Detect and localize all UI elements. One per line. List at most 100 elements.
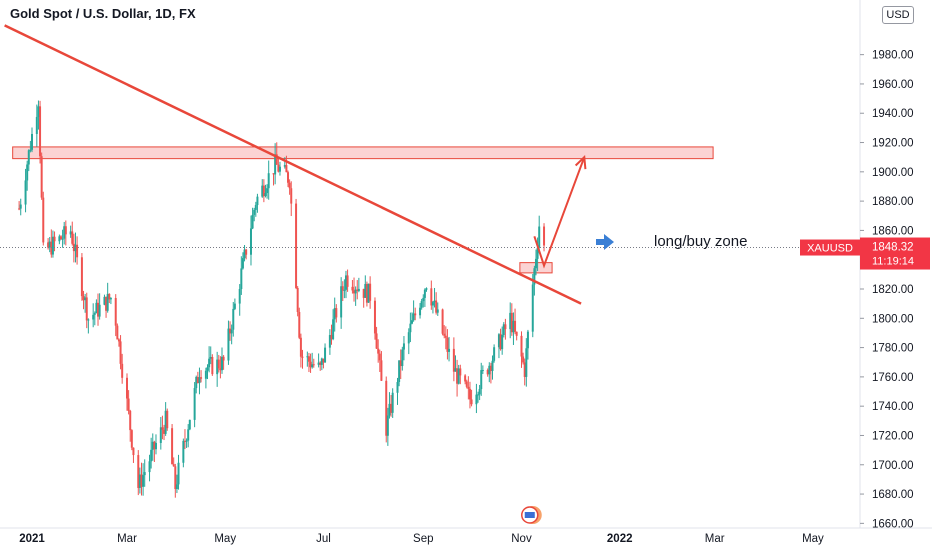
candle	[452, 337, 455, 382]
candle	[369, 276, 372, 309]
candle	[344, 270, 347, 299]
candle-body	[464, 375, 467, 382]
candle	[175, 474, 178, 494]
candle	[510, 303, 513, 336]
candle	[172, 457, 175, 467]
candle	[24, 168, 27, 213]
candle	[121, 353, 124, 384]
y-tick-label: 1860.00	[872, 225, 914, 237]
candle	[109, 297, 112, 305]
candle	[515, 331, 518, 341]
candle-body	[306, 356, 309, 358]
candle	[322, 358, 325, 369]
candle-body	[233, 303, 236, 309]
candle-body	[375, 333, 378, 349]
candle	[63, 221, 66, 245]
candle	[523, 358, 526, 386]
candle	[277, 156, 280, 173]
candle-body	[230, 329, 233, 334]
candle	[401, 346, 404, 371]
candle	[272, 173, 275, 186]
candle-body	[174, 466, 177, 490]
candle-body	[446, 337, 449, 352]
candle-body	[39, 106, 42, 157]
candle	[328, 329, 331, 355]
candle-body	[430, 288, 433, 306]
candle	[526, 329, 529, 360]
candle	[166, 408, 169, 431]
x-tick-label: Mar	[117, 533, 137, 545]
candle-body	[153, 441, 156, 450]
candle-body	[510, 312, 513, 333]
candle-body	[452, 348, 455, 372]
candle	[82, 290, 85, 310]
candle-body	[534, 258, 537, 269]
y-tick-label: 1760.00	[872, 372, 914, 384]
candle	[114, 294, 117, 337]
candle-body	[109, 298, 112, 300]
candle	[185, 438, 188, 448]
candle-body	[187, 429, 190, 441]
candle-body	[357, 288, 360, 291]
candle	[332, 309, 335, 341]
candle	[388, 392, 391, 419]
candle-body	[164, 410, 167, 434]
candle-body	[161, 427, 164, 430]
candle-body	[240, 268, 243, 290]
candle	[48, 236, 51, 253]
candle-body	[183, 440, 186, 442]
candle-body	[92, 314, 95, 320]
candle-body	[58, 236, 61, 242]
candle	[423, 288, 426, 307]
candle-body	[206, 367, 209, 371]
candle	[465, 379, 468, 389]
candle-body	[459, 368, 462, 376]
candle-body	[266, 188, 269, 193]
candle	[319, 361, 322, 371]
candle-body	[64, 226, 67, 235]
candle	[253, 207, 256, 222]
candle	[206, 364, 209, 380]
candle	[301, 349, 304, 369]
candle-body	[219, 368, 222, 371]
candle-body	[177, 462, 180, 485]
candle-body	[477, 394, 480, 396]
candle-body	[309, 361, 312, 368]
candle	[287, 170, 290, 188]
candle-body	[121, 363, 124, 378]
candle-body	[119, 341, 122, 364]
candle-body	[354, 289, 357, 294]
candle	[309, 353, 312, 373]
candle	[422, 294, 425, 308]
y-tick-label: 1940.00	[872, 108, 914, 120]
candle-body	[341, 286, 344, 291]
candle-body	[288, 182, 291, 189]
y-tick-label: 1780.00	[872, 343, 914, 355]
candle	[51, 230, 54, 258]
candle-body	[346, 275, 349, 287]
candle-body	[307, 356, 310, 362]
candle	[433, 287, 436, 308]
candle-body	[319, 362, 322, 365]
currency-badge[interactable]: USD	[882, 6, 914, 24]
candle	[221, 347, 223, 374]
y-tick-label: 1680.00	[872, 489, 914, 501]
candle	[414, 307, 417, 321]
candle	[514, 308, 517, 335]
candle	[497, 333, 500, 359]
countdown-value: 11:19:14	[872, 256, 914, 268]
candle-body	[200, 377, 203, 379]
candle	[340, 277, 343, 329]
candle-body	[19, 204, 22, 209]
candle-body	[475, 394, 478, 405]
candle-body	[486, 370, 489, 375]
candle	[130, 429, 133, 451]
candle-body	[159, 427, 162, 443]
price-value: 1848.32	[872, 242, 914, 254]
candle-body	[35, 116, 38, 134]
candle	[419, 302, 422, 319]
candles-layer	[18, 100, 546, 498]
symbol-label: XAUUSD	[807, 243, 853, 255]
